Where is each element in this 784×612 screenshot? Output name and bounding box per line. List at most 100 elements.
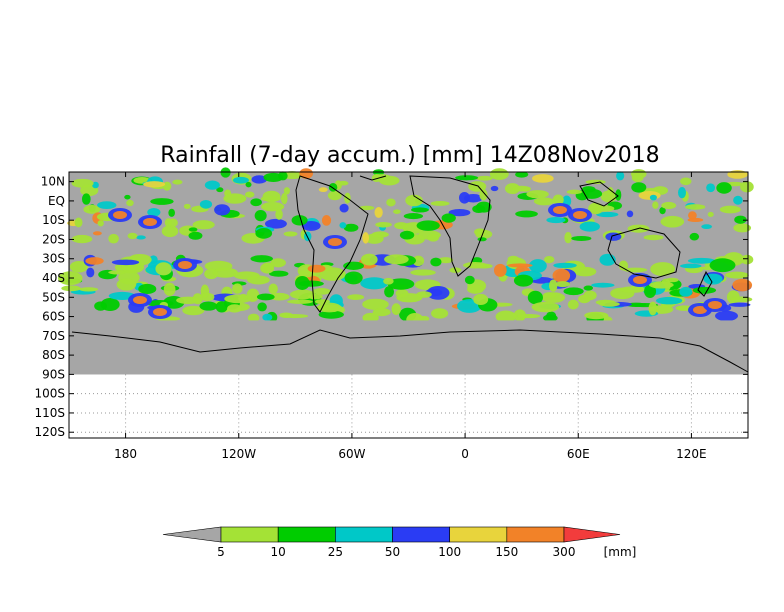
rain-patch xyxy=(430,200,450,206)
lon-label: 60E xyxy=(567,447,590,461)
rain-patch xyxy=(473,293,489,306)
rain-patch xyxy=(216,187,224,193)
rain-patch xyxy=(652,201,659,209)
rain-patch xyxy=(727,170,748,179)
rain-patch xyxy=(687,257,716,264)
lat-label: EQ xyxy=(48,194,65,208)
rain-patch xyxy=(579,221,600,232)
rain-patch xyxy=(362,232,370,244)
rain-patch xyxy=(596,211,619,218)
lat-label: 60S xyxy=(42,310,65,324)
rain-patch xyxy=(391,303,401,315)
rain-patch xyxy=(692,286,717,294)
rain-patch xyxy=(256,293,275,301)
rain-patch xyxy=(362,312,379,323)
rain-patch xyxy=(427,233,440,242)
rain-patch xyxy=(495,310,517,323)
rain-patch xyxy=(307,264,326,273)
latitude-labels: 10N EQ 10S 20S 30S 40S 50S 60S 70S 80S 90S 100S 110S… xyxy=(34,175,748,439)
south-america-outline xyxy=(295,175,369,313)
rain-patch xyxy=(287,299,313,304)
rain-patch xyxy=(489,168,509,180)
rain-patch xyxy=(262,190,281,203)
rain-patch xyxy=(321,215,332,226)
rain-patch xyxy=(680,177,692,186)
lon-label: 180 xyxy=(114,447,137,461)
legend-swatch xyxy=(392,526,450,543)
rain-patch xyxy=(563,287,584,296)
rain-patch xyxy=(339,222,347,229)
rain-patch xyxy=(616,171,625,181)
rain-patch xyxy=(295,276,310,290)
lat-label: 30S xyxy=(42,252,65,266)
rain-patch xyxy=(97,201,117,210)
legend-swatch xyxy=(277,526,336,543)
rain-patch xyxy=(464,275,475,285)
rain-patch xyxy=(283,231,298,237)
lat-label: 120S xyxy=(34,425,65,439)
rain-patch xyxy=(532,174,554,183)
rain-patch xyxy=(108,233,119,244)
rain-patch xyxy=(358,205,375,211)
rain-patch xyxy=(479,189,488,201)
rain-patch xyxy=(74,217,83,228)
rain-patch xyxy=(490,185,499,192)
rain-patch xyxy=(315,299,330,305)
australia-outline xyxy=(607,227,681,279)
rain-patch xyxy=(384,286,395,298)
lat-label: 10N xyxy=(41,175,65,189)
rain-patch xyxy=(79,287,99,292)
rain-patch xyxy=(318,187,328,193)
rain-patch xyxy=(227,304,243,313)
rain-patch xyxy=(688,211,697,220)
rain-patch xyxy=(512,185,531,192)
rain-patch xyxy=(347,294,365,300)
rain-patch xyxy=(553,262,577,269)
rain-patch xyxy=(339,203,349,213)
rain-patch xyxy=(149,255,158,265)
mid-atlantic-outline xyxy=(359,175,387,181)
rain-patch xyxy=(318,310,344,319)
rain-patch xyxy=(543,255,555,264)
rain-patch xyxy=(124,194,131,200)
rain-patch xyxy=(233,271,260,280)
legend-swatch xyxy=(220,526,279,543)
rain-patch xyxy=(405,194,423,207)
rain-patch xyxy=(411,207,429,213)
rain-patch xyxy=(92,181,99,189)
rain-patch xyxy=(373,174,390,180)
rain-patch xyxy=(626,210,634,218)
rain-patch xyxy=(257,302,267,312)
rain-patch xyxy=(462,262,488,269)
rain-patch xyxy=(269,292,290,301)
rain-patch xyxy=(581,186,596,193)
lat-label: 90S xyxy=(42,367,65,381)
rain-patch xyxy=(649,194,657,201)
rain-patch xyxy=(301,220,321,231)
rain-patch xyxy=(448,208,471,217)
rain-patch xyxy=(437,257,454,264)
rain-patch xyxy=(703,273,723,285)
legend-label: 50 xyxy=(385,545,400,559)
rain-patch xyxy=(85,257,104,265)
rain-patch xyxy=(567,299,579,310)
rain-patch xyxy=(224,294,252,304)
rain-patch xyxy=(343,261,364,270)
rain-patch xyxy=(136,235,146,240)
rain-patch xyxy=(204,260,233,272)
rain-patch xyxy=(591,282,615,288)
rain-patch xyxy=(371,231,389,238)
legend-label: 150 xyxy=(495,545,518,559)
rain-patch xyxy=(689,232,700,241)
rain-patch xyxy=(734,215,747,224)
rain-patch xyxy=(393,209,401,214)
lat-label: 80S xyxy=(42,348,65,362)
rain-patches xyxy=(57,167,754,327)
rain-patch xyxy=(291,215,308,226)
rain-patch xyxy=(178,261,192,269)
rain-patch xyxy=(410,269,436,276)
lat-label: 100S xyxy=(34,387,65,401)
rain-patch xyxy=(566,189,582,195)
rain-patch xyxy=(232,283,243,294)
